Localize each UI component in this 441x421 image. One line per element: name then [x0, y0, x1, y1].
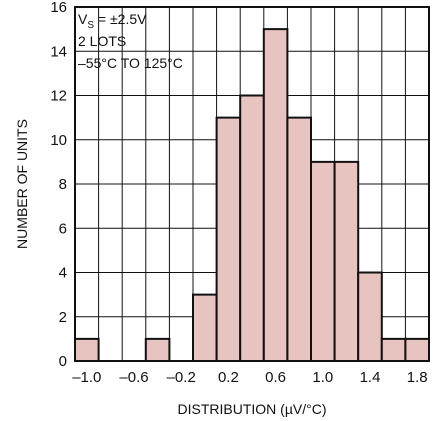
histogram-bar — [74, 337, 100, 362]
x-tick-label: 0.6 — [265, 369, 286, 386]
x-tick-labels: –1.0 –0.6 –0.2 0.2 0.6 1.0 1.4 1.8 — [72, 369, 427, 386]
x-tick-label: 1.8 — [407, 369, 428, 386]
temperature-range-note: –55°C TO 125°C — [78, 55, 183, 71]
histogram-bar — [333, 160, 360, 362]
y-tick-label: 4 — [59, 265, 67, 282]
y-tick-label: 6 — [59, 220, 67, 237]
x-tick-label: –0.6 — [119, 369, 148, 386]
x-tick-label: –0.2 — [167, 369, 196, 386]
histogram-bar — [215, 116, 242, 362]
y-tick-label: 14 — [50, 43, 67, 60]
lots-note: 2 LOTS — [78, 33, 126, 49]
x-tick-label: 1.4 — [360, 369, 381, 386]
histogram-bar — [286, 116, 312, 362]
test-conditions-note: VS = ±2.5V 2 LOTS –55°C TO 125°C — [78, 11, 183, 71]
y-axis-title: NUMBER OF UNITS — [14, 119, 30, 249]
histogram-bars — [74, 28, 430, 362]
y-tick-label: 12 — [50, 88, 67, 105]
histogram-bar — [357, 271, 383, 362]
plot-frame — [74, 6, 430, 362]
histogram-bar — [239, 94, 265, 362]
histogram-bar — [144, 337, 171, 362]
x-tick-label: 0.2 — [218, 369, 239, 386]
histogram-bar — [404, 337, 430, 362]
x-axis-title: DISTRIBUTION (µV/°C) — [178, 401, 327, 417]
x-tick-label: 1.0 — [312, 369, 333, 386]
y-tick-label: 0 — [59, 353, 67, 370]
y-tick-label: 2 — [59, 309, 67, 326]
histogram-bar — [192, 293, 218, 362]
x-tick-label: –1.0 — [72, 369, 101, 386]
histogram-bar — [380, 337, 407, 362]
histogram-bar — [310, 160, 336, 362]
supply-voltage-note: VS = ±2.5V — [78, 11, 147, 31]
y-tick-labels: 0 2 4 6 8 10 12 14 16 — [50, 0, 67, 370]
y-tick-label: 10 — [50, 132, 67, 149]
y-tick-label: 8 — [59, 176, 67, 193]
histogram-bar — [262, 28, 289, 362]
y-tick-label: 16 — [50, 0, 67, 16]
